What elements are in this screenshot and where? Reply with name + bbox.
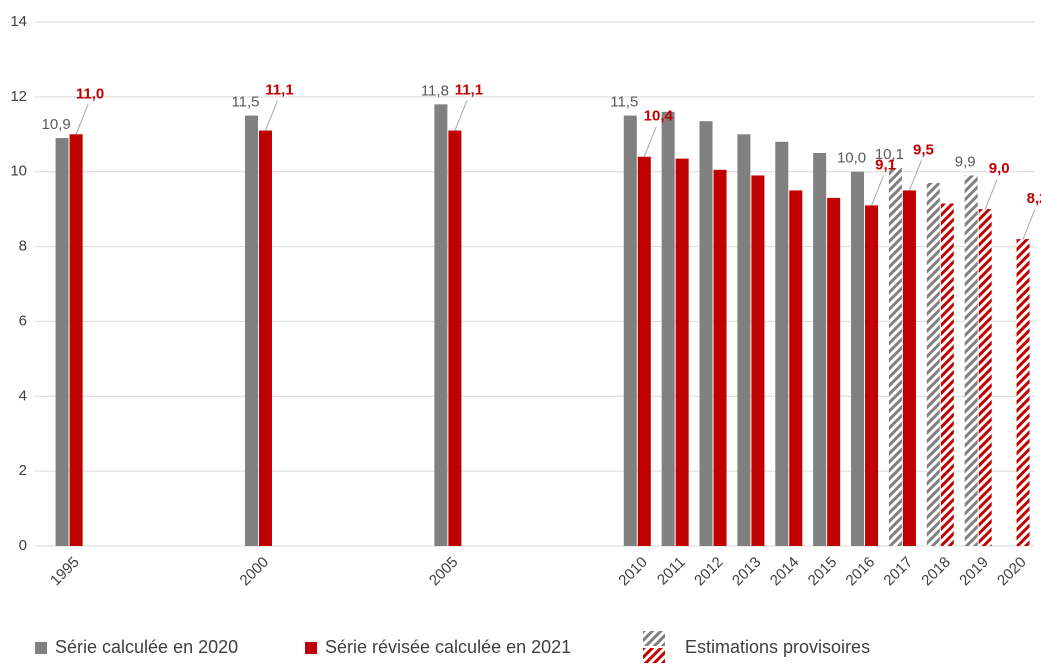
legend-label: Série révisée calculée en 2021 <box>325 637 571 657</box>
bar <box>623 115 637 547</box>
legend-label: Estimations provisoires <box>685 637 870 657</box>
bar <box>699 121 713 546</box>
value-label: 10,1 <box>875 146 904 163</box>
x-tick-label: 2011 <box>654 554 689 589</box>
bar <box>713 169 727 547</box>
y-tick-label: 0 <box>19 537 27 554</box>
bar <box>637 156 651 546</box>
y-tick-label: 6 <box>19 312 27 329</box>
bar <box>448 130 462 547</box>
x-tick-label: 2016 <box>843 554 879 590</box>
bar <box>675 158 689 546</box>
bar <box>775 141 789 546</box>
y-tick-label: 10 <box>10 163 27 180</box>
legend-swatch <box>35 642 47 654</box>
leader-line <box>871 175 885 206</box>
x-tick-label: 2014 <box>767 554 803 590</box>
legend-swatch <box>643 648 665 663</box>
leader-line <box>1022 208 1036 240</box>
x-tick-label: 2012 <box>691 554 727 590</box>
x-tick-label: 1995 <box>47 554 83 590</box>
value-label: 11,5 <box>231 94 259 111</box>
x-tick-label: 2017 <box>880 554 916 590</box>
leader-line <box>454 100 468 131</box>
bar <box>737 134 751 547</box>
legend-swatch <box>643 631 665 646</box>
bar <box>902 190 916 546</box>
bar <box>813 153 827 546</box>
value-label: 10,0 <box>837 150 866 167</box>
value-label: 11,1 <box>265 82 293 99</box>
bar <box>69 134 83 547</box>
value-label: 10,4 <box>644 108 674 125</box>
y-tick-label: 12 <box>10 88 27 105</box>
x-tick-label: 2010 <box>615 554 651 590</box>
value-label: 8,2 <box>1027 190 1041 207</box>
x-tick-label: 2005 <box>426 554 462 590</box>
value-label: 9,1 <box>875 156 896 173</box>
leader-line <box>265 100 278 131</box>
bar <box>978 209 992 546</box>
x-tick-label: 2013 <box>729 554 765 590</box>
bar <box>789 190 803 546</box>
leader-line <box>75 104 89 135</box>
x-tick-label: 2015 <box>805 554 841 590</box>
leader-line <box>984 178 998 210</box>
bar <box>661 111 675 546</box>
bar <box>865 205 879 546</box>
bar <box>258 130 272 547</box>
y-tick-label: 2 <box>19 462 27 479</box>
y-tick-label: 8 <box>19 238 27 255</box>
bar <box>1016 239 1030 547</box>
bar <box>888 167 902 546</box>
value-label: 11,5 <box>610 94 638 111</box>
legend-swatch <box>305 642 317 654</box>
x-tick-label: 2000 <box>236 554 272 590</box>
value-label: 11,0 <box>76 85 104 102</box>
bar <box>964 175 978 546</box>
x-tick-label: 2020 <box>994 554 1030 590</box>
bar <box>751 175 765 546</box>
bar <box>926 182 940 546</box>
value-label: 9,0 <box>989 160 1010 177</box>
bar <box>940 203 954 546</box>
x-tick-label: 2019 <box>956 554 992 590</box>
y-tick-label: 14 <box>10 13 27 30</box>
leader-line <box>643 126 657 157</box>
legend-label: Série calculée en 2020 <box>55 637 238 657</box>
bar <box>434 104 448 546</box>
bar <box>851 171 865 546</box>
value-label: 11,1 <box>455 82 483 99</box>
value-label: 9,9 <box>955 153 976 170</box>
value-label: 11,8 <box>421 82 449 99</box>
y-tick-label: 4 <box>19 387 27 404</box>
value-label: 9,5 <box>913 141 934 158</box>
bar <box>827 197 841 546</box>
value-label: 10,9 <box>41 116 70 133</box>
bar <box>55 138 69 546</box>
leader-line <box>908 160 922 191</box>
bar <box>244 115 258 547</box>
x-tick-label: 2018 <box>918 554 954 590</box>
